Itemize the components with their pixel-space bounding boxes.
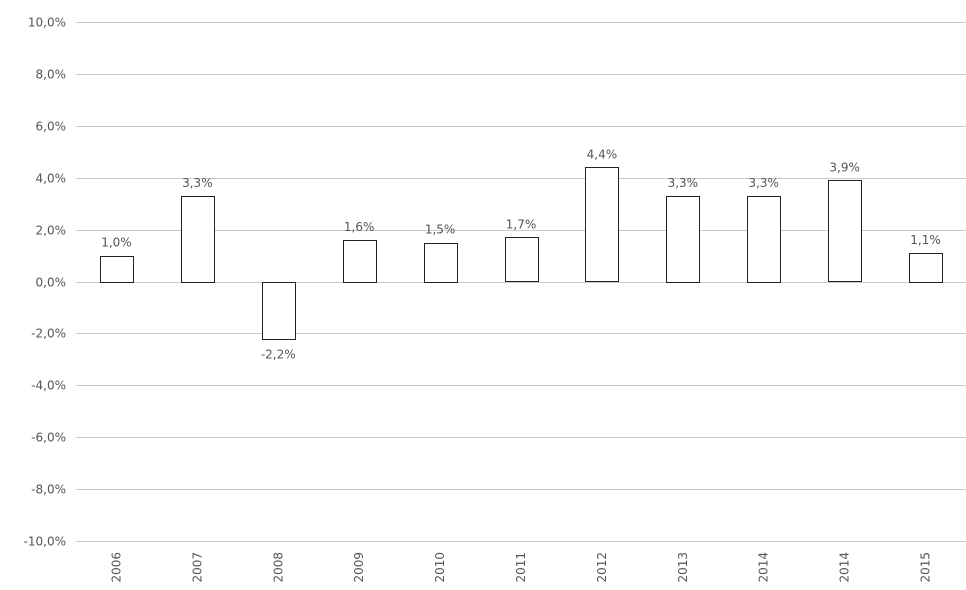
data-label: 3,3% [668,176,699,190]
x-tick-label: 2014 [757,552,771,583]
data-label: 1,0% [101,236,132,250]
bar-2012 [585,167,619,282]
x-tick-label: 2012 [595,552,609,583]
bar-2011 [505,237,539,282]
x-tick-label: 2011 [514,552,528,583]
x-tick-label: 2006 [109,552,123,583]
data-label: 1,6% [344,220,375,234]
y-tick-label: -6,0% [31,431,66,445]
data-label: 4,4% [587,147,618,161]
data-label: 1,7% [506,217,537,231]
x-tick-label: 2013 [676,552,690,583]
x-tick-label: 2014 [838,552,852,583]
bar-2013 [666,196,700,283]
y-tick-label: -10,0% [24,535,66,549]
y-tick-label: -8,0% [31,483,66,497]
bar-2009 [343,240,377,283]
bar-2015 [909,253,943,283]
y-tick-label: 6,0% [36,120,67,134]
y-tick-label: 10,0% [28,16,66,30]
x-axis-tick-labels: 2006 2007 2008 2009 2010 2011 2012 2013 2014 2014… [109,552,932,583]
y-tick-label: 4,0% [36,172,67,186]
data-labels: 1,0% 3,3% -2,2% 1,6% 1,5% 1,7% 4,4% 3,3% 3,3% 3,9… [101,147,941,361]
bar-2007 [181,196,215,283]
gridlines [76,22,966,542]
data-label: 3,3% [748,176,779,190]
y-axis-tick-labels: 10,0% 8,0% 6,0% 4,0% 2,0% 0,0% -2,0% -4,0% -6,0%… [24,16,66,549]
data-label: -2,2% [261,348,296,362]
bar-2008 [262,282,296,340]
y-tick-label: 2,0% [36,224,67,238]
y-tick-label: 8,0% [36,68,67,82]
data-label: 3,9% [829,160,860,174]
x-tick-label: 2015 [919,552,933,583]
bar-2014 [828,180,862,282]
data-label: 1,5% [425,223,456,237]
data-label: 3,3% [182,176,213,190]
y-tick-label: -4,0% [31,379,66,393]
data-label: 1,1% [910,233,941,247]
x-tick-label: 2008 [271,552,285,583]
x-tick-label: 2010 [433,552,447,583]
x-tick-label: 2009 [352,552,366,583]
y-tick-label: -2,0% [31,327,66,341]
bar-2010 [424,243,458,283]
x-tick-label: 2007 [190,552,204,583]
bar-2014 [747,196,781,283]
bar-2006 [100,256,134,283]
y-tick-label: 0,0% [36,276,67,290]
bars [100,167,943,340]
